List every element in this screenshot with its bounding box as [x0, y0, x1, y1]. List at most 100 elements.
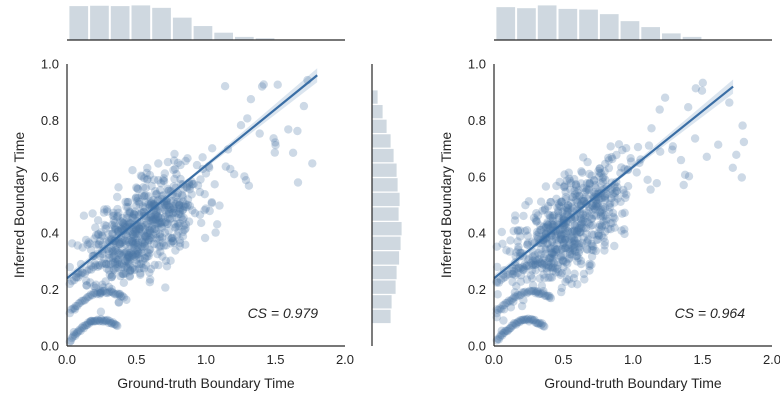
scatter-point [129, 210, 139, 219]
scatter-point [210, 180, 219, 189]
scatter-point [564, 275, 574, 284]
scatter-point [141, 232, 150, 241]
scatter-point [108, 271, 117, 280]
scatter-point [178, 205, 187, 214]
scatter-point [557, 197, 566, 206]
scatter-point [550, 244, 559, 253]
scatter-point [610, 214, 619, 223]
scatter-point [618, 209, 627, 218]
scatter-point [117, 259, 127, 268]
scatter-point [600, 195, 610, 205]
scatter-point [616, 197, 625, 206]
scatter-point [544, 221, 553, 230]
scatter-point [98, 316, 107, 325]
scatter-point [82, 281, 91, 290]
scatter-point [565, 174, 574, 183]
scatter-point [185, 180, 194, 189]
scatter-point [548, 220, 558, 230]
scatter-point [541, 223, 550, 233]
scatter-point [583, 245, 592, 254]
scatter-point [138, 235, 147, 244]
scatter-point [492, 309, 501, 318]
scatter-point [181, 224, 190, 233]
scatter-point [567, 206, 576, 215]
scatter-point [259, 80, 268, 89]
right-regression [493, 79, 734, 282]
scatter-point [105, 270, 115, 279]
scatter-point [135, 200, 144, 209]
scatter-point [93, 216, 103, 225]
scatter-point [577, 259, 586, 269]
scatter-point [156, 179, 166, 188]
scatter-point [178, 232, 188, 241]
scatter-point [132, 193, 141, 202]
scatter-point [562, 275, 572, 284]
scatter-point [591, 201, 600, 211]
scatter-point [588, 201, 597, 211]
scatter-point [563, 201, 573, 210]
scatter-point [105, 317, 115, 326]
scatter-point [136, 270, 145, 279]
scatter-point [536, 259, 546, 268]
scatter-point [160, 200, 169, 210]
scatter-point [595, 164, 604, 173]
scatter-point [522, 261, 532, 271]
scatter-point [211, 228, 220, 237]
scatter-point [655, 105, 664, 114]
scatter-point [149, 195, 158, 205]
scatter-point [74, 299, 84, 308]
scatter-point [557, 245, 566, 254]
scatter-point [168, 202, 178, 211]
scatter-point [128, 230, 138, 239]
scatter-point [83, 292, 93, 302]
scatter-point [607, 185, 616, 194]
scatter-point [155, 230, 165, 239]
x-tick-label: 0.0 [58, 352, 76, 367]
scatter-point [585, 212, 594, 221]
scatter-point [557, 197, 566, 207]
scatter-point [82, 266, 92, 275]
scatter-point [620, 229, 629, 239]
scatter-point [518, 288, 527, 297]
scatter-point [110, 260, 120, 269]
scatter-point [584, 235, 593, 244]
scatter-point [138, 202, 148, 211]
scatter-point [541, 182, 551, 191]
scatter-point [595, 172, 604, 181]
scatter-point [157, 217, 167, 227]
scatter-point [558, 250, 568, 260]
scatter-point [105, 253, 114, 263]
x-hist-bar [537, 4, 558, 41]
scatter-point [608, 154, 617, 164]
x-tick-label: 2.0 [763, 352, 780, 367]
scatter-point [113, 192, 122, 202]
scatter-point [676, 155, 686, 165]
scatter-point [499, 316, 508, 325]
scatter-point [113, 257, 123, 267]
scatter-point [505, 247, 514, 256]
scatter-point [545, 254, 555, 263]
scatter-point [573, 257, 582, 266]
scatter-point [132, 235, 142, 244]
scatter-point [135, 224, 144, 233]
scatter-point [561, 277, 570, 286]
scatter-point [600, 192, 609, 201]
scatter-point [100, 316, 109, 325]
scatter-point [498, 239, 507, 248]
scatter-point [121, 269, 130, 278]
scatter-point [111, 223, 120, 232]
scatter-point [175, 198, 185, 207]
scatter-point [154, 260, 163, 270]
scatter-point [543, 218, 552, 227]
scatter-point [143, 228, 152, 238]
scatter-point [593, 201, 603, 210]
scatter-point [539, 321, 548, 331]
scatter-point [145, 226, 154, 235]
scatter-point [91, 231, 101, 240]
scatter-point [166, 256, 175, 265]
scatter-point [98, 280, 107, 289]
scatter-point [72, 272, 81, 282]
scatter-point [80, 321, 90, 330]
scatter-point [115, 216, 125, 226]
